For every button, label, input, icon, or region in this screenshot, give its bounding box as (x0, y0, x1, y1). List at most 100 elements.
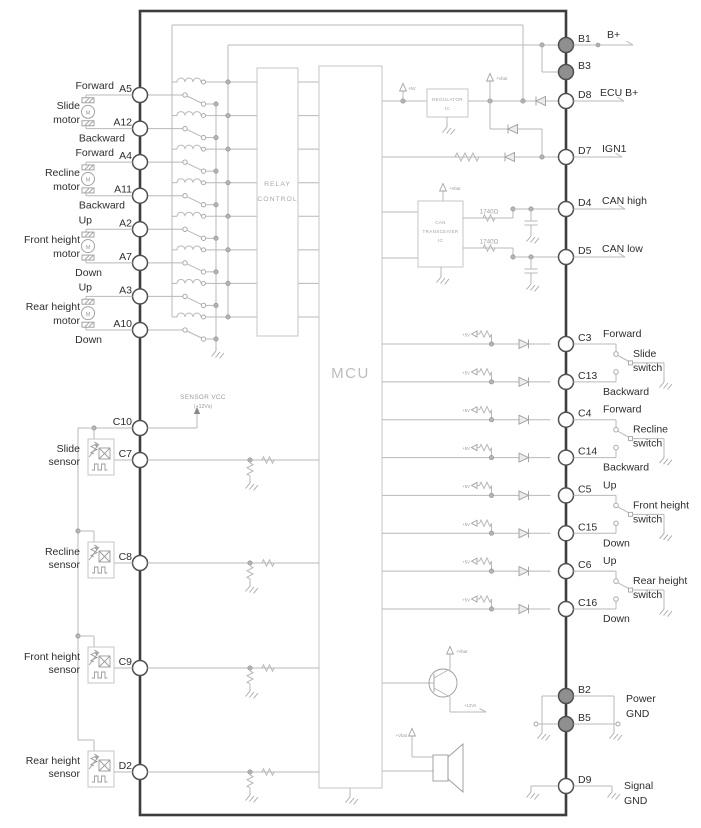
regulator-circuit: +5V REGULATOR IC +Vbat (382, 73, 558, 162)
rear-height-switch-name-2: switch (633, 589, 662, 601)
c16-dir-label: Down (603, 613, 630, 625)
external-switches: C3 Forward Slide switch C13 Backward C4 … (574, 328, 689, 625)
b2-pin-label: B2 (578, 684, 591, 696)
pin-c8 (131, 554, 149, 572)
pin-c9 (131, 659, 149, 677)
slide-switch-name-2: switch (633, 362, 662, 374)
pin-d8 (557, 92, 575, 110)
regulator-label-1: REGULATOR (432, 97, 463, 102)
ecu-bplus-label: ECU B+ (600, 87, 638, 99)
front-height-motor-name-1: Front height (24, 234, 80, 246)
motor-m: M (86, 178, 91, 184)
buzzer-circuit: +Vbat (382, 728, 464, 793)
pin-c5 (557, 487, 575, 504)
d7-pin-label: D7 (578, 145, 592, 157)
pin-a12 (131, 120, 149, 137)
pin-a5 (131, 86, 149, 104)
pin-d9 (557, 777, 575, 795)
c8-pin-label: C8 (119, 551, 133, 563)
rear-height-motor-name-1: Rear height (26, 301, 80, 313)
pin-b5 (557, 715, 575, 733)
pin-a4 (131, 153, 149, 171)
a10-pin-label: A10 (113, 318, 132, 330)
front-height-motor-name-2: motor (53, 248, 80, 260)
c3-pin-label: C3 (578, 332, 592, 344)
a11-dir-label: Backward (79, 200, 125, 212)
recline-switch-name-1: Recline (633, 424, 668, 436)
sensor-vcc-arrow-icon (193, 407, 201, 414)
b5-pin-label: B5 (578, 712, 591, 724)
pin-a10 (131, 321, 149, 339)
power-gnd-right-icon (609, 728, 623, 741)
front-height-sensor-name-2: sensor (48, 664, 80, 676)
motor-groups: M Forward A5 Slide motor A12 Backward M … (24, 80, 133, 346)
c13-dir-label: Backward (603, 386, 649, 398)
can-label-2: TRANSCEIVER (423, 229, 459, 234)
vbat-transistor-label: +Vbat (456, 649, 468, 654)
pin-c16 (557, 600, 575, 618)
c14-dir-label: Backward (603, 462, 649, 474)
can-circuit: +Vbat CAN TRANSCEIVER IC 1740Ω 1740Ω (382, 183, 558, 292)
rear-height-motor-group: M Up A3 Rear height motor A10 Down (26, 281, 133, 346)
vbat-transistor-icon (446, 646, 454, 655)
can-high-label: CAN high (602, 195, 647, 207)
a2-pin-label: A2 (119, 217, 132, 229)
c4-dir-label: Forward (603, 404, 642, 416)
relay-ground-icon (211, 346, 225, 359)
a2-dir-label: Up (79, 214, 93, 226)
recline-switch-name-2: switch (633, 438, 662, 450)
can-high-ground-icon (526, 231, 540, 244)
a5-pin-label: A5 (119, 83, 132, 95)
slide-motor-name-1: Slide (57, 100, 81, 112)
pin-d7 (557, 148, 575, 166)
a4-pin-label: A4 (119, 150, 132, 162)
pin-d2 (131, 763, 149, 781)
relay-control-block: RELAY CONTROL (256, 67, 299, 337)
c3-dir-label: Forward (603, 328, 642, 340)
c13-pin-label: C13 (578, 370, 597, 382)
b1-pin-label: B1 (578, 33, 591, 45)
front-height-switch-name-1: Front height (633, 499, 689, 511)
c5-pin-label: C5 (578, 483, 592, 495)
c9-pin-label: C9 (119, 656, 133, 668)
left-pins (131, 86, 149, 781)
pin-b1 (557, 36, 575, 54)
pin-a2 (131, 221, 149, 238)
ign1-label: IGN1 (602, 143, 627, 155)
signal-gnd-left-icon (526, 787, 540, 800)
pin-c14 (557, 449, 575, 466)
power-gnd-label-2: GND (626, 708, 650, 720)
sensor-section: C10 SENSOR VCC (+12Vs) Slide sensor C7 R… (24, 394, 319, 803)
slide-sensor-name-1: Slide (57, 443, 81, 455)
can-high-cap-icon (524, 220, 538, 226)
pin-c10 (131, 419, 149, 437)
recline-motor-name-1: Recline (45, 167, 80, 179)
sensor-vcc-sub-label: (+12Vs) (194, 404, 213, 410)
vbat-supply-icon (486, 73, 494, 82)
sensor-supply-driver: +Vbat +12Vs (382, 646, 487, 713)
switch-input-rows (382, 331, 551, 614)
can-low-ground-icon (526, 279, 540, 292)
regulator-ground-icon (442, 122, 456, 135)
pin-c4 (557, 411, 575, 428)
motor-m: M (86, 245, 91, 251)
bplus-label: B+ (607, 29, 620, 41)
slide-motor-name-2: motor (53, 114, 80, 126)
ign1-diode-icon (504, 152, 515, 162)
can-low-label: CAN low (602, 243, 643, 255)
pin-c15 (557, 525, 575, 542)
recline-motor-name-2: motor (53, 181, 80, 193)
pin-a7 (131, 254, 149, 272)
a4-dir-label: Forward (75, 147, 114, 159)
a10-dir-label: Down (75, 334, 102, 346)
b3-pin-label: B3 (578, 60, 591, 72)
a7-dir-label: Down (75, 267, 102, 279)
c5-dir-label: Up (603, 479, 617, 491)
d5-pin-label: D5 (578, 245, 592, 257)
relay-control-label-1: RELAY (264, 181, 291, 188)
signal-gnd-right-icon (607, 787, 621, 800)
motor-m: M (86, 111, 91, 117)
power-gnd-label-1: Power (626, 693, 656, 705)
